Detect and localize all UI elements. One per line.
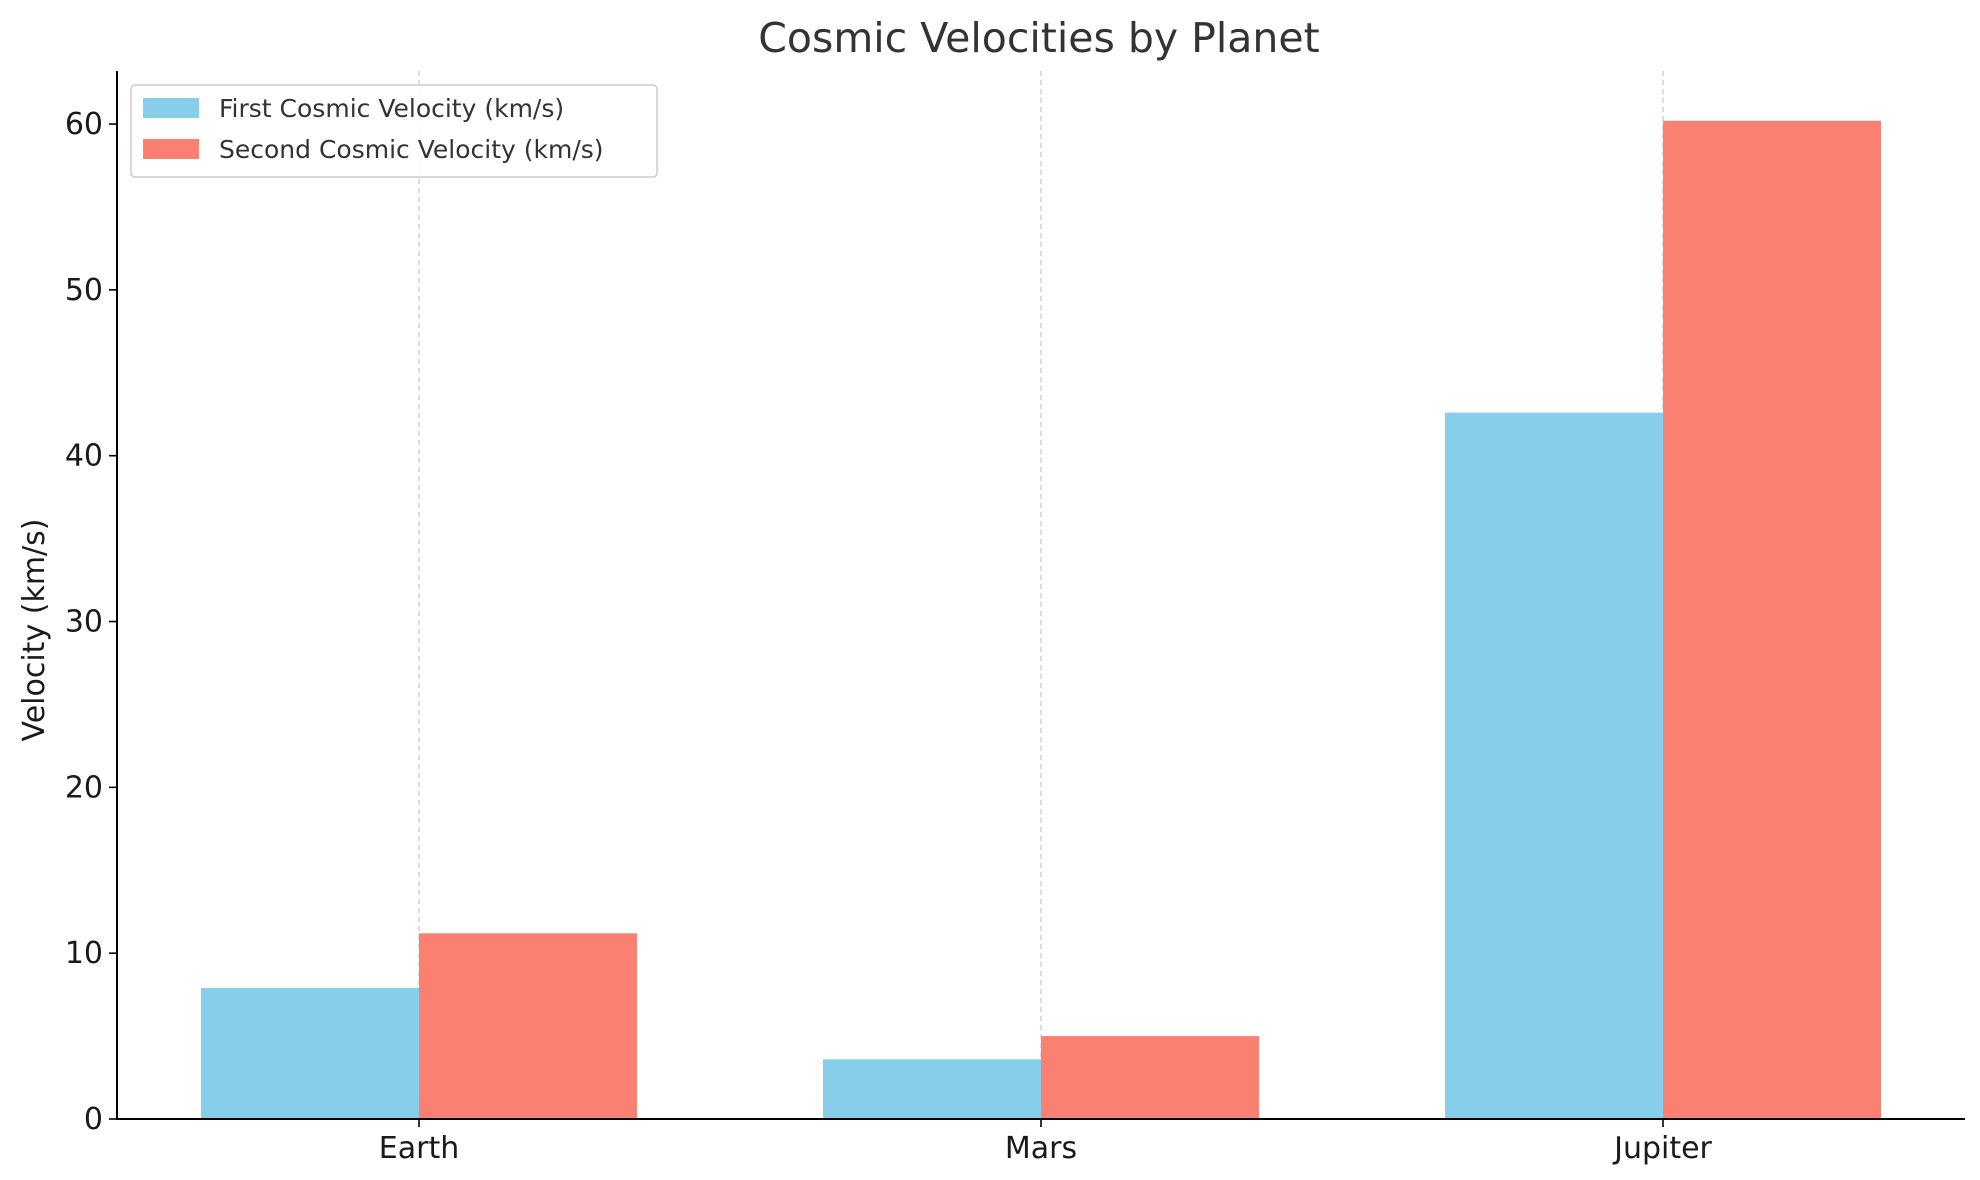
- y-tick-label: 60: [65, 107, 103, 142]
- y-axis-label: Velocity (km/s): [17, 519, 52, 742]
- legend-label: First Cosmic Velocity (km/s): [219, 94, 564, 123]
- legend-label: Second Cosmic Velocity (km/s): [219, 135, 604, 164]
- bars: [201, 120, 1881, 1120]
- bar-second-velocity-mars: [1041, 1036, 1259, 1119]
- bar-second-velocity-jupiter: [1663, 120, 1881, 1120]
- bar-first-velocity-earth: [201, 988, 419, 1119]
- y-tick-label: 30: [65, 605, 103, 640]
- y-tick-label: 50: [65, 273, 103, 308]
- y-tick-label: 20: [65, 770, 103, 805]
- legend: First Cosmic Velocity (km/s) Second Cosmi…: [130, 84, 658, 178]
- y-tick-label: 0: [84, 1102, 103, 1137]
- x-tick-label: Jupiter: [1612, 1131, 1712, 1166]
- x-tick-label: Mars: [1005, 1131, 1077, 1166]
- x-tick-label: Earth: [379, 1131, 459, 1166]
- bar-first-velocity-jupiter: [1445, 412, 1663, 1119]
- legend-swatch: [143, 98, 199, 118]
- chart-title: Cosmic Velocities by Planet: [758, 14, 1319, 62]
- bar-first-velocity-mars: [823, 1059, 1041, 1119]
- y-tick-label: 10: [65, 936, 103, 971]
- legend-swatch: [143, 139, 199, 159]
- legend-box: [130, 84, 658, 178]
- y-axis-ticks: 0 10 20 30 40 50 60: [65, 107, 117, 1137]
- x-axis-ticks: Earth Mars Jupiter: [379, 1119, 1713, 1166]
- y-tick-label: 40: [65, 439, 103, 474]
- bar-second-velocity-earth: [419, 933, 637, 1119]
